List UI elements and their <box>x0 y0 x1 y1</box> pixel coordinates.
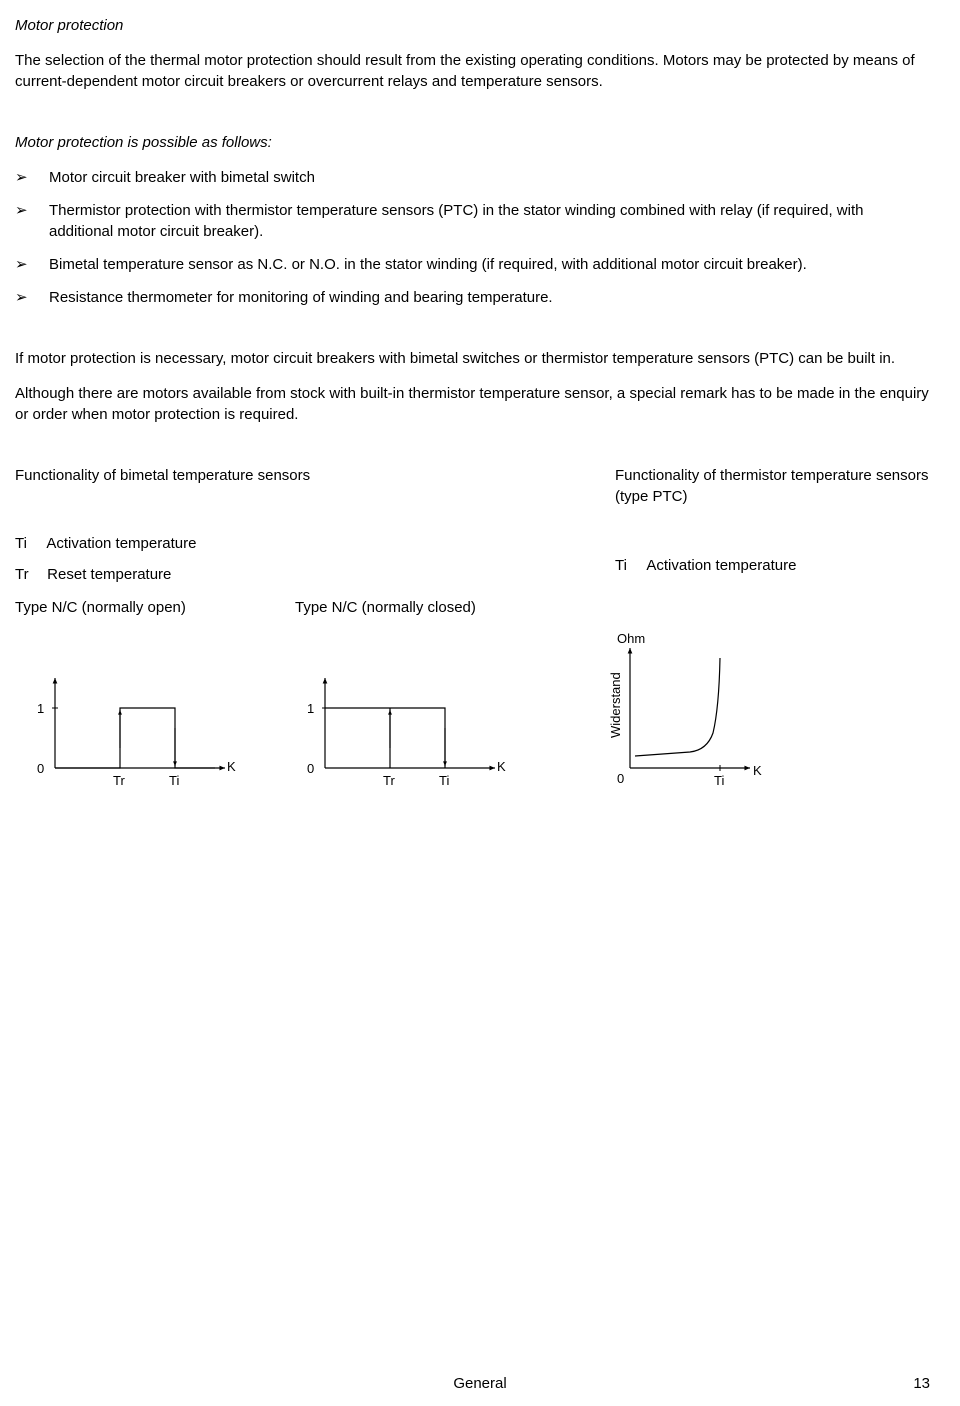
key-ti-label: Activation temperature <box>46 535 196 552</box>
axis-y0: 0 <box>307 760 314 778</box>
axis-y1: 1 <box>307 700 314 718</box>
list-item: Bimetal temperature sensor as N.C. or N.… <box>15 254 930 275</box>
list-intro: Motor protection is possible as follows: <box>15 132 930 153</box>
key-ti-right: Ti Activation temperature <box>615 555 930 576</box>
key-ti-right-sym: Ti <box>615 555 643 576</box>
key-tr: Tr Reset temperature <box>15 564 615 585</box>
axis-tr: Tr <box>113 772 125 790</box>
type-nc-closed: Type N/C (normally closed) <box>295 597 476 618</box>
chart-bimetal-nc: 1 0 Tr Ti K <box>295 668 505 788</box>
axis-ti: Ti <box>439 772 449 790</box>
axis-ti: Ti <box>714 772 724 790</box>
bimetal-title: Functionality of bimetal temperature sen… <box>15 465 615 486</box>
key-ti: Ti Activation temperature <box>15 533 615 554</box>
key-tr-label: Reset temperature <box>47 566 171 583</box>
list-item: Motor circuit breaker with bimetal switc… <box>15 167 930 188</box>
axis-ohm: Ohm <box>617 630 645 648</box>
list-item: Thermistor protection with thermistor te… <box>15 200 930 242</box>
chart-bimetal-no: 1 0 Tr Ti K <box>25 668 235 788</box>
para-builtin: If motor protection is necessary, motor … <box>15 348 930 369</box>
key-ti-right-label: Activation temperature <box>646 557 796 574</box>
axis-k: K <box>227 758 236 776</box>
axis-y1: 1 <box>37 700 44 718</box>
protection-list: Motor circuit breaker with bimetal switc… <box>15 167 930 308</box>
footer-page-number: 13 <box>913 1373 930 1394</box>
thermistor-title: Functionality of thermistor temperature … <box>615 465 930 507</box>
axis-k: K <box>497 758 506 776</box>
section-heading: Motor protection <box>15 15 930 36</box>
axis-k: K <box>753 762 762 780</box>
type-nc-open: Type N/C (normally open) <box>15 597 295 618</box>
axis-widerstand: Widerstand <box>607 672 625 738</box>
list-item: Resistance thermometer for monitoring of… <box>15 287 930 308</box>
axis-y0: 0 <box>617 770 624 788</box>
key-tr-sym: Tr <box>15 564 43 585</box>
key-ti-sym: Ti <box>15 533 43 554</box>
axis-ti: Ti <box>169 772 179 790</box>
axis-y0: 0 <box>37 760 44 778</box>
footer-center: General <box>0 1373 960 1394</box>
chart-ptc: Ohm 0 Ti K Widerstand <box>595 638 765 788</box>
axis-tr: Tr <box>383 772 395 790</box>
intro-paragraph: The selection of the thermal motor prote… <box>15 50 930 92</box>
para-remark: Although there are motors available from… <box>15 383 930 425</box>
